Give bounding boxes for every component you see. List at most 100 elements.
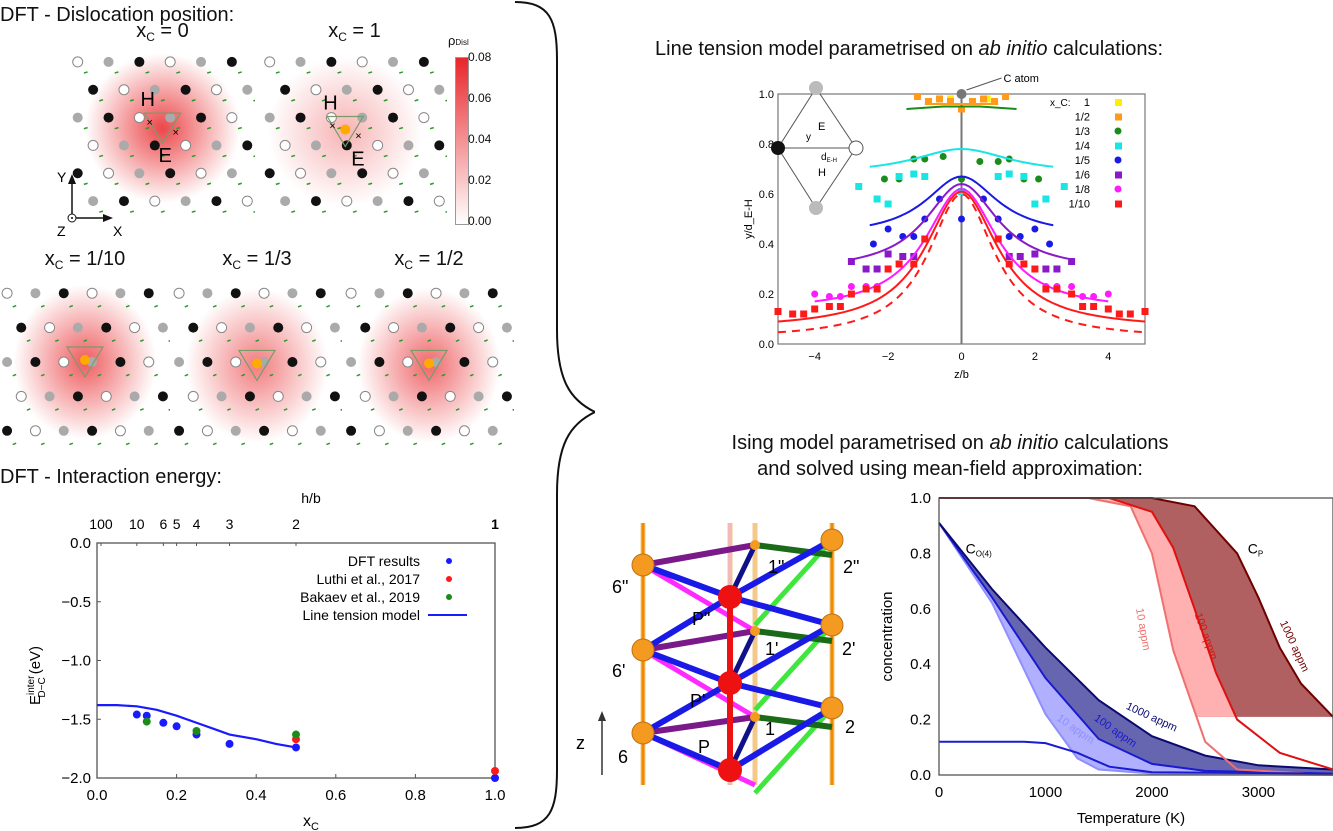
y-tick-label: 0.6 bbox=[910, 601, 931, 618]
data-point bbox=[899, 253, 907, 260]
data-point bbox=[172, 722, 181, 731]
bond-blue bbox=[641, 562, 732, 600]
displacement-arrow bbox=[139, 408, 144, 411]
legend-point-swatch bbox=[446, 558, 452, 564]
displacement-arrow bbox=[83, 71, 88, 74]
data-point bbox=[1031, 265, 1039, 273]
displacement-arrow bbox=[168, 339, 170, 343]
y-tick-label: 0.0 bbox=[759, 339, 774, 351]
atom-orange bbox=[820, 613, 844, 637]
data-point bbox=[1020, 173, 1028, 180]
map-title-val: = 0 bbox=[154, 20, 189, 42]
atom bbox=[87, 139, 99, 151]
atom bbox=[149, 195, 161, 207]
colorbar-tick: 0.00 bbox=[468, 214, 492, 228]
displacement-arrow bbox=[398, 182, 404, 186]
x-tick-label: 0.6 bbox=[325, 787, 346, 804]
displacement-arrow bbox=[226, 408, 231, 411]
atom bbox=[295, 112, 306, 123]
bond-blue bbox=[641, 730, 732, 773]
inset-atom bbox=[771, 141, 785, 155]
core-triangle bbox=[143, 112, 182, 145]
displacement-arrow bbox=[154, 304, 159, 308]
displacement-arrow bbox=[160, 210, 165, 213]
x-axis-label: Temperature (K) bbox=[1077, 810, 1185, 827]
displacement-arrow bbox=[297, 304, 302, 308]
top-tick-label: 4 bbox=[193, 516, 201, 532]
fit-line bbox=[777, 190, 1146, 323]
data-point bbox=[159, 718, 168, 727]
atom bbox=[315, 288, 326, 299]
displacement-arrow bbox=[384, 373, 389, 377]
displacement-arrow bbox=[283, 408, 288, 411]
atom bbox=[430, 287, 442, 299]
atom bbox=[326, 56, 337, 67]
atom bbox=[359, 390, 371, 402]
structure-label: P bbox=[698, 737, 710, 757]
top-tick-label: 3 bbox=[226, 516, 234, 532]
data-point bbox=[1068, 283, 1076, 290]
data-point bbox=[1031, 250, 1039, 258]
heading-interaction-energy: DFT - Interaction energy: bbox=[0, 466, 222, 488]
legend-label: 1/8 bbox=[1075, 184, 1090, 196]
data-point bbox=[142, 711, 151, 720]
inset-atom bbox=[809, 201, 823, 215]
cross-marker: × bbox=[147, 117, 153, 129]
atom bbox=[44, 322, 56, 334]
top-tick-label: 6 bbox=[159, 516, 167, 532]
y-axis-label: y/d_E-H bbox=[743, 199, 755, 239]
atom bbox=[341, 195, 353, 207]
atom bbox=[487, 356, 499, 368]
atom-small bbox=[750, 626, 760, 636]
data-point bbox=[292, 730, 300, 739]
inset-atom bbox=[848, 140, 864, 156]
displacement-arrow bbox=[198, 408, 203, 411]
atom bbox=[149, 84, 160, 95]
data-point bbox=[800, 310, 808, 318]
legend-point-swatch bbox=[446, 576, 452, 582]
atom bbox=[259, 425, 270, 436]
legend-swatch bbox=[1114, 156, 1122, 164]
displacement-arrow bbox=[368, 126, 373, 130]
data-point bbox=[983, 95, 991, 103]
displacement-arrow bbox=[111, 408, 116, 411]
data-point bbox=[1035, 175, 1043, 183]
displacement-arrow bbox=[483, 408, 488, 411]
displacement-arrow bbox=[160, 154, 165, 158]
y-tick-label: −2.0 bbox=[61, 770, 91, 787]
atom bbox=[272, 390, 284, 402]
inset-E: E bbox=[818, 121, 825, 133]
displacement-arrow bbox=[237, 126, 242, 130]
atom bbox=[501, 322, 512, 333]
displacement-arrow bbox=[222, 154, 227, 158]
atom bbox=[258, 287, 270, 299]
atom bbox=[87, 425, 98, 436]
displacement-arrow bbox=[275, 182, 280, 186]
displacement-arrow bbox=[306, 71, 311, 74]
map-title-var: x bbox=[328, 20, 339, 42]
atom bbox=[165, 112, 176, 123]
atom bbox=[149, 140, 160, 151]
core-triangle bbox=[326, 115, 365, 148]
displacement-arrow bbox=[275, 126, 280, 130]
displacement-arrow bbox=[297, 442, 302, 446]
atom bbox=[1, 287, 13, 299]
displacement-arrow bbox=[145, 71, 150, 74]
displacement-arrow bbox=[198, 339, 203, 343]
atom bbox=[202, 288, 213, 299]
atom bbox=[115, 357, 126, 367]
displacement-arrow bbox=[383, 154, 388, 158]
colorbar-symbol: ρ bbox=[448, 33, 456, 48]
data-point bbox=[1046, 240, 1054, 248]
displacement-arrow bbox=[206, 182, 212, 186]
atom bbox=[210, 84, 222, 96]
displacement-arrow bbox=[398, 339, 403, 343]
displacement-arrow bbox=[125, 373, 130, 377]
atom bbox=[101, 322, 112, 333]
data-point bbox=[1079, 303, 1087, 310]
data-point bbox=[774, 308, 782, 315]
data-point bbox=[1031, 200, 1039, 208]
data-point bbox=[921, 173, 929, 180]
legend-label: 1/2 bbox=[1075, 112, 1090, 124]
atom bbox=[129, 322, 141, 334]
